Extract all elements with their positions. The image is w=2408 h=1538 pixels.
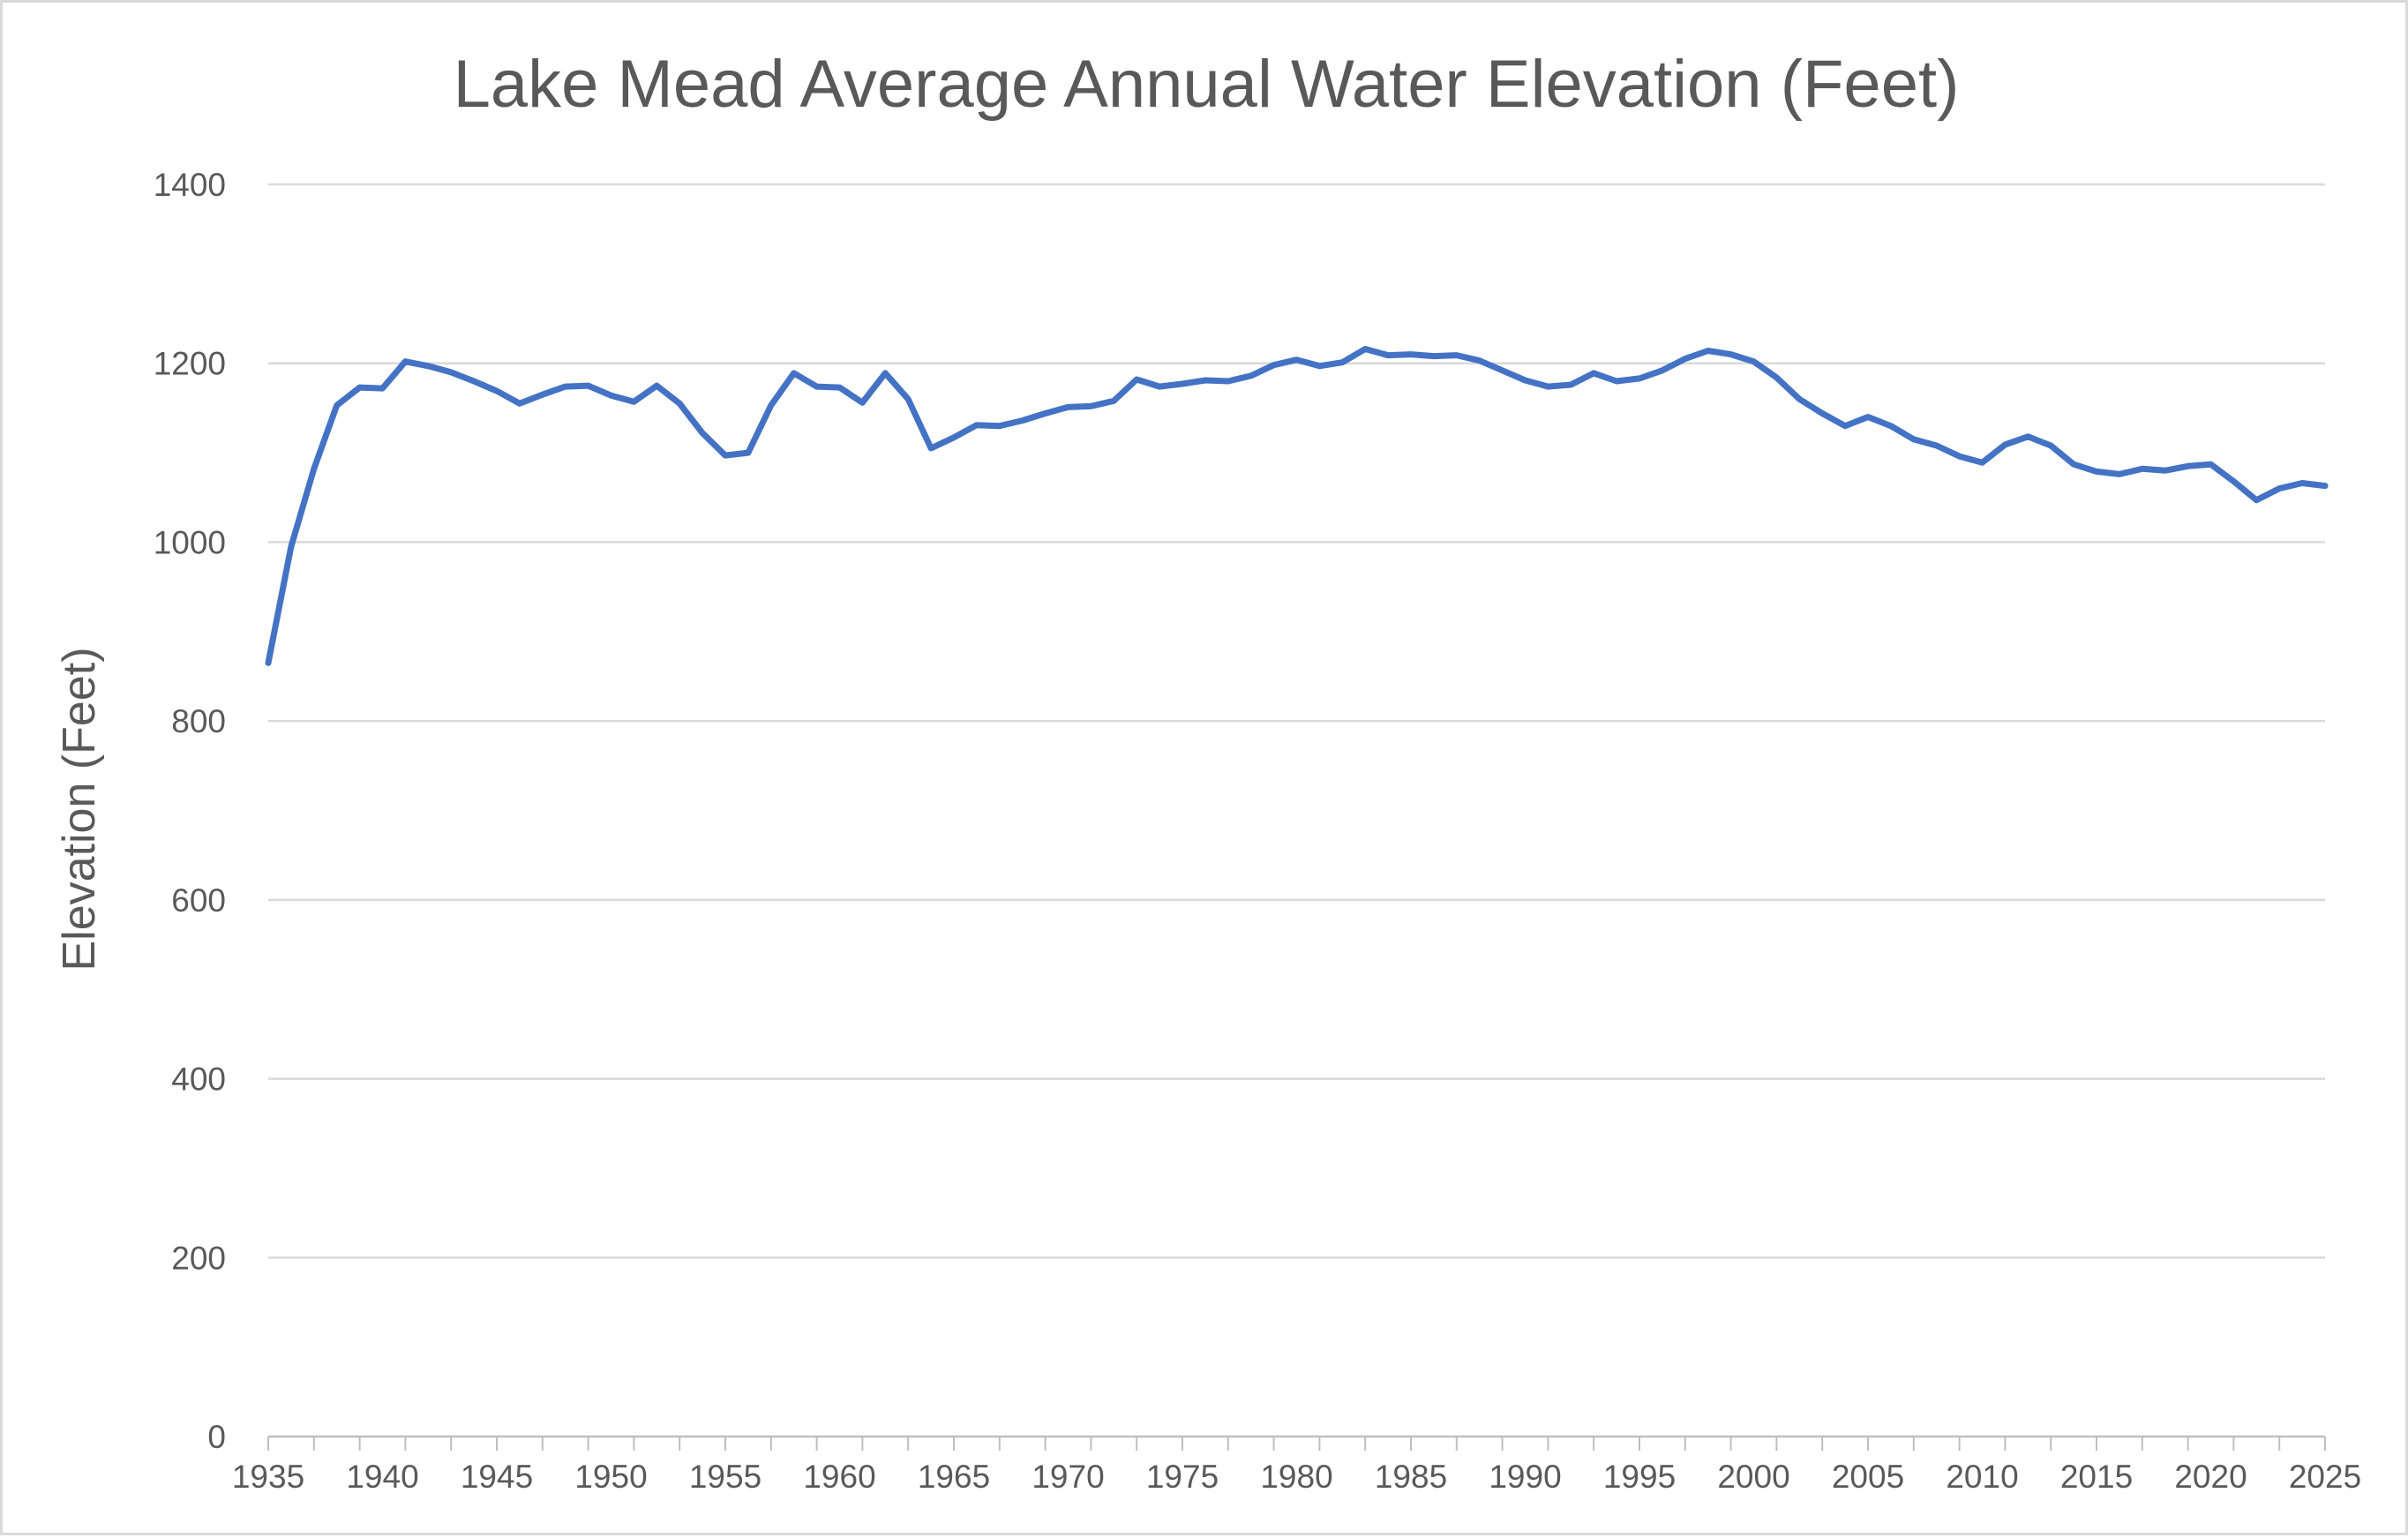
- gridlines: [268, 183, 2325, 1259]
- y-axis-title: Elevation (Feet): [54, 647, 105, 971]
- chart-title: Lake Mead Average Annual Water Elevation…: [454, 47, 1960, 122]
- x-axis: [267, 1435, 2326, 1451]
- y-tick-label: 400: [171, 1062, 226, 1098]
- y-tick-label: 1400: [154, 167, 226, 203]
- x-tick-label: 1960: [803, 1459, 875, 1495]
- x-tick-label: 1935: [232, 1459, 304, 1495]
- x-tick-label: 2015: [2060, 1459, 2133, 1495]
- line-chart: Lake Mead Average Annual Water Elevation…: [54, 47, 2361, 1495]
- series-layer: [265, 346, 2329, 666]
- y-tick-label: 1200: [154, 346, 226, 382]
- y-tick-label: 0: [207, 1419, 226, 1455]
- x-tick-label: 1975: [1146, 1459, 1219, 1495]
- tick-labels: 0 200 400 600 800 1000 1200 1400 1935 1940 1945 195…: [154, 167, 2361, 1495]
- y-tick-label: 200: [171, 1240, 226, 1276]
- y-tick-label: 800: [171, 703, 226, 739]
- x-tick-label: 1950: [574, 1459, 647, 1495]
- x-tick-label: 2025: [2289, 1459, 2361, 1495]
- x-tick-label: 1980: [1260, 1459, 1332, 1495]
- x-tick-label: 2020: [2174, 1459, 2247, 1495]
- x-tick-label: 1965: [918, 1459, 990, 1495]
- x-tick-label: 1985: [1375, 1459, 1447, 1495]
- x-tick-label: 1970: [1031, 1459, 1104, 1495]
- x-tick-label: 2010: [1946, 1459, 2018, 1495]
- x-tick-label: 1940: [346, 1459, 418, 1495]
- y-tick-label: 600: [171, 882, 226, 919]
- x-tick-label: 2005: [1832, 1459, 1904, 1495]
- y-tick-label: 1000: [154, 524, 226, 560]
- series-line-elevation: [265, 346, 2329, 666]
- x-tick-label: 1990: [1489, 1459, 1561, 1495]
- x-tick-label: 2000: [1717, 1459, 1789, 1495]
- x-tick-label: 1945: [461, 1459, 533, 1495]
- x-tick-label: 1995: [1603, 1459, 1676, 1495]
- x-tick-label: 1955: [689, 1459, 761, 1495]
